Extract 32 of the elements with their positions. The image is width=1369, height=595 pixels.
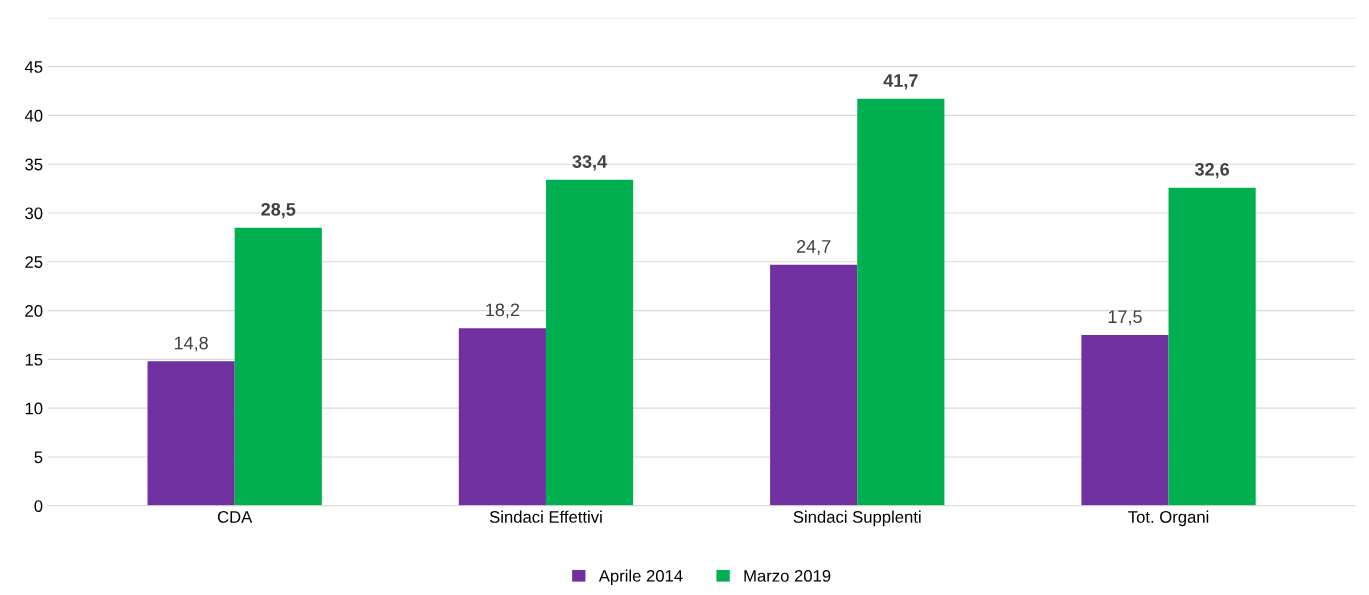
data-label: 24,7 [797, 240, 831, 255]
bar [458, 328, 546, 506]
y-tick-label: 5 [34, 451, 43, 464]
data-label: 18,2 [486, 303, 520, 319]
data-label: 14,8 [174, 336, 208, 352]
data-label: 28,5 [261, 202, 296, 219]
data-label: 33,4 [572, 155, 608, 171]
bar [770, 264, 858, 506]
x-tick-label: CDA [217, 511, 253, 523]
bar [1168, 187, 1256, 506]
x-tick-label: Sindaci Supplenti [793, 510, 921, 527]
bar [545, 179, 634, 506]
data-label: 41,7 [883, 74, 918, 90]
y-tick-label: 15 [25, 353, 43, 366]
legend-label: Aprile 2014 [598, 569, 683, 586]
y-tick-label: 30 [25, 207, 43, 220]
x-tick-label: Tot. Organi [1128, 510, 1209, 527]
y-tick-label: 0 [34, 500, 43, 512]
x-tick-label: Sindaci Effettivi [489, 510, 602, 523]
data-label: 17,5 [1108, 310, 1142, 326]
y-tick-label: 25 [25, 256, 43, 268]
y-tick-label: 40 [24, 109, 43, 122]
bar [234, 227, 322, 506]
data-label: 32,6 [1194, 162, 1230, 179]
bar [147, 361, 235, 506]
bar [1081, 334, 1169, 506]
y-tick-label: 35 [25, 158, 43, 171]
bar [857, 98, 945, 506]
y-tick-label: 20 [25, 304, 43, 317]
legend-label: Marzo 2019 [744, 569, 831, 582]
y-tick-label: 10 [25, 402, 43, 415]
y-tick-label: 45 [24, 61, 43, 73]
